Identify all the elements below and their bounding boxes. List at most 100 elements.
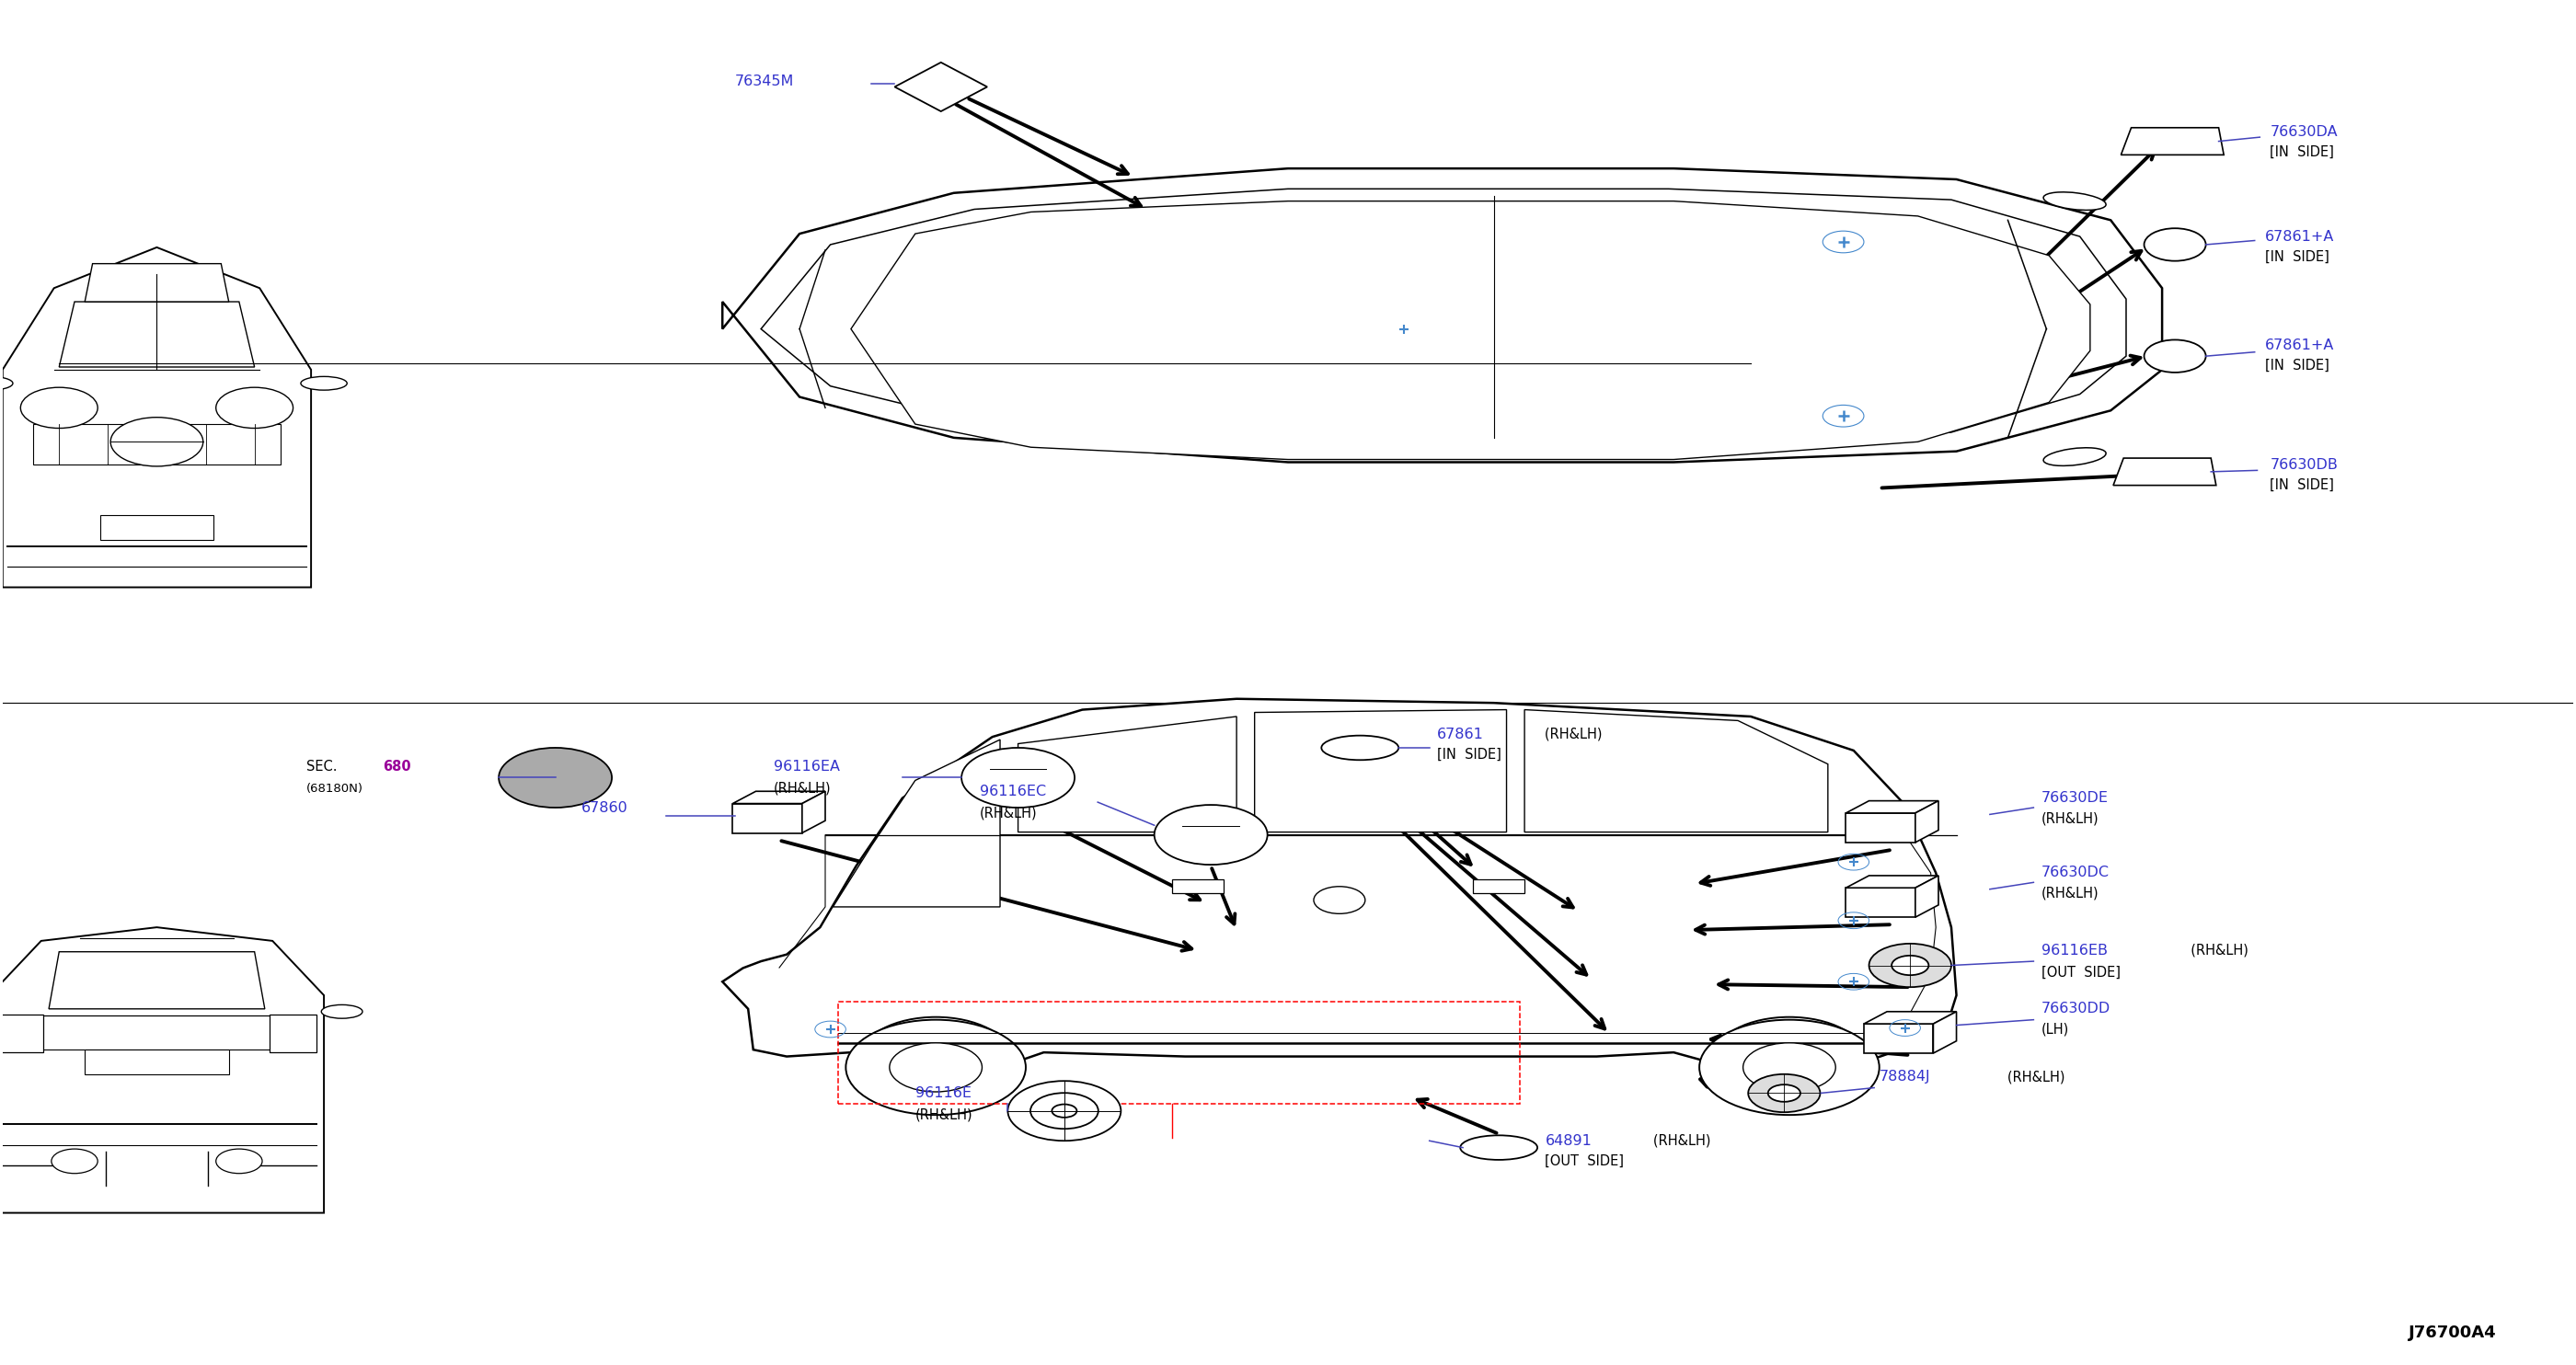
Text: 67861+A: 67861+A [2264,339,2334,352]
Polygon shape [1847,875,1937,887]
Bar [1847,887,1917,917]
Text: [OUT  SIDE]: [OUT SIDE] [1546,1155,1625,1168]
PathPatch shape [3,247,312,587]
Bar [1865,1024,1935,1054]
Polygon shape [1917,875,1937,917]
Circle shape [961,748,1074,808]
Circle shape [845,1020,1025,1115]
Text: (RH&LH): (RH&LH) [2040,886,2099,900]
Text: (RH&LH): (RH&LH) [2040,812,2099,826]
Polygon shape [2112,459,2215,486]
Text: 96116EA: 96116EA [773,760,840,774]
PathPatch shape [850,201,2089,460]
Polygon shape [0,927,325,1213]
Polygon shape [801,792,824,833]
Polygon shape [1917,801,1937,842]
Ellipse shape [2043,448,2107,465]
Text: [IN  SIDE]: [IN SIDE] [2269,145,2334,160]
Polygon shape [894,63,987,112]
Bar [85,1050,229,1074]
Ellipse shape [0,377,13,390]
Polygon shape [1525,710,1829,833]
Circle shape [216,388,294,429]
Bar [732,804,801,833]
PathPatch shape [760,188,2125,444]
Text: [IN  SIDE]: [IN SIDE] [1437,748,1502,762]
Text: (LH): (LH) [2040,1022,2069,1036]
Bar [1847,814,1917,842]
Text: (RH&LH): (RH&LH) [1641,1134,1710,1148]
Text: (RH&LH): (RH&LH) [1533,728,1602,741]
Polygon shape [1018,717,1236,833]
Circle shape [1030,1093,1097,1129]
Circle shape [1314,886,1365,913]
Text: SEC.: SEC. [307,760,337,774]
Text: (68180N): (68180N) [307,782,363,794]
Text: [IN  SIDE]: [IN SIDE] [2264,359,2329,373]
Text: 76630DB: 76630DB [2269,459,2339,472]
Text: 96116E: 96116E [914,1087,971,1100]
Circle shape [1007,1081,1121,1141]
Text: (RH&LH): (RH&LH) [2182,943,2249,957]
Ellipse shape [1461,1136,1538,1160]
Polygon shape [59,302,255,367]
Bar [1473,879,1525,893]
Bar [0,1014,44,1052]
Circle shape [1767,1085,1801,1102]
Bar [1172,879,1224,893]
Circle shape [889,1043,981,1092]
Circle shape [1891,955,1929,975]
Ellipse shape [1321,736,1399,760]
Bar [270,1014,317,1052]
Text: 76345M: 76345M [734,75,793,89]
PathPatch shape [721,168,2161,463]
Circle shape [2143,340,2205,373]
Text: 96116EB: 96116EB [2040,943,2107,957]
Polygon shape [1865,1011,1955,1024]
Bar [33,425,281,465]
Polygon shape [732,792,824,804]
Text: 76630DD: 76630DD [2040,1002,2110,1016]
Polygon shape [1935,1011,1955,1054]
Polygon shape [49,951,265,1009]
Text: (RH&LH): (RH&LH) [979,807,1038,820]
Text: 64891: 64891 [1546,1134,1592,1148]
Bar [837,1002,1520,1104]
Text: 67860: 67860 [582,801,629,815]
Circle shape [1870,943,1950,987]
Ellipse shape [301,377,348,390]
Text: 67861: 67861 [1437,728,1484,741]
Polygon shape [1847,801,1937,814]
Text: 78884J: 78884J [1880,1070,1929,1084]
Text: (RH&LH): (RH&LH) [914,1108,974,1122]
Circle shape [500,748,613,808]
Circle shape [1744,1043,1837,1092]
Text: (RH&LH): (RH&LH) [1994,1070,2066,1084]
Circle shape [111,418,204,467]
Circle shape [1154,805,1267,864]
Text: 76630DA: 76630DA [2269,124,2339,139]
Polygon shape [2120,128,2223,154]
Circle shape [2143,228,2205,261]
Ellipse shape [322,1005,363,1018]
Text: [IN  SIDE]: [IN SIDE] [2269,478,2334,493]
Circle shape [216,1149,263,1174]
Text: 680: 680 [384,760,412,774]
Text: 76630DE: 76630DE [2040,792,2107,805]
Circle shape [1700,1020,1880,1115]
Polygon shape [1255,710,1507,833]
Polygon shape [721,699,1955,1070]
Polygon shape [85,263,229,302]
Circle shape [52,1149,98,1174]
Text: [OUT  SIDE]: [OUT SIDE] [2040,965,2120,979]
Text: 96116EC: 96116EC [979,785,1046,799]
Text: [IN  SIDE]: [IN SIDE] [2264,250,2329,263]
Circle shape [21,388,98,429]
Text: (RH&LH): (RH&LH) [773,782,832,796]
Text: 76630DC: 76630DC [2040,865,2110,880]
Circle shape [1051,1104,1077,1118]
Polygon shape [832,740,999,906]
Text: J76700A4: J76700A4 [2409,1324,2496,1340]
Circle shape [1749,1074,1821,1112]
Text: 67861+A: 67861+A [2264,229,2334,243]
